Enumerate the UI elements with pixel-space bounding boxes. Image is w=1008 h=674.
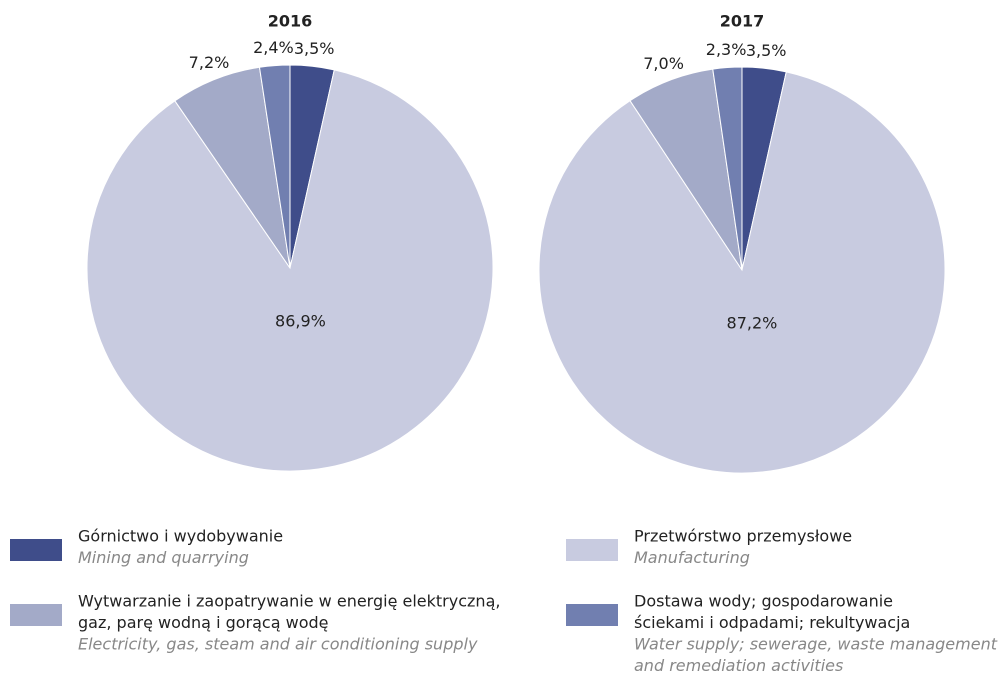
- legend-swatch: [566, 539, 618, 561]
- pie-slice: [258, 64, 291, 269]
- data-label: 87,2%: [727, 313, 778, 332]
- legend-label-en: Water supply; sewerage, waste management: [634, 635, 998, 654]
- legend-swatch: [566, 604, 618, 626]
- data-label: 3,5%: [746, 41, 787, 60]
- legend-label-en: Electricity, gas, steam and air conditio…: [78, 635, 478, 654]
- chart-title: 2016: [268, 12, 313, 31]
- legend-label: Wytwarzanie i zaopatrywanie w energię el…: [78, 592, 500, 611]
- legend-label: Górnictwo i wydobywanie: [78, 527, 283, 546]
- pie-slice: [712, 66, 743, 271]
- pie-slice: [538, 71, 946, 474]
- chart-title: 2017: [720, 12, 765, 31]
- data-label: 2,3%: [706, 40, 747, 59]
- legend-label: Dostawa wody; gospodarowanie: [634, 592, 893, 611]
- data-label: 3,5%: [294, 39, 335, 58]
- legend-label-en: and remediation activities: [634, 656, 843, 674]
- legend-swatch: [10, 604, 62, 626]
- legend-label: ściekami i odpadami; rekultywacja: [634, 613, 910, 632]
- legend-label-en: Mining and quarrying: [78, 548, 249, 567]
- legend-label: Przetwórstwo przemysłowe: [634, 527, 852, 546]
- legend-swatch: [10, 539, 62, 561]
- pie-slice: [86, 69, 494, 472]
- legend-label-en: Manufacturing: [634, 548, 750, 567]
- data-label: 86,9%: [275, 311, 326, 330]
- data-label: 7,0%: [643, 54, 684, 73]
- data-label: 2,4%: [253, 38, 294, 57]
- data-label: 7,2%: [189, 53, 230, 72]
- legend-label: gaz, parę wodną i gorącą wodę: [78, 613, 328, 632]
